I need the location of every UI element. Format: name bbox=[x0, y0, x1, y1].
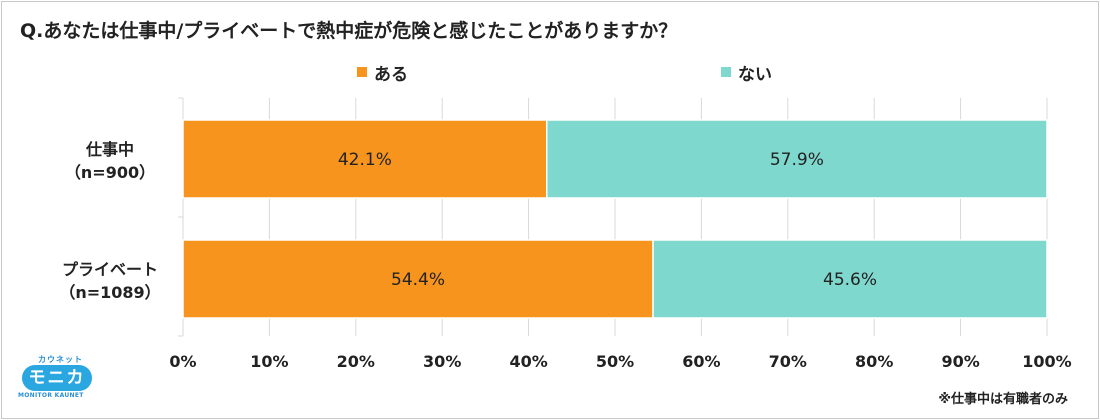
x-tick-label: 0% bbox=[169, 352, 196, 371]
bar-segment bbox=[182, 239, 654, 319]
x-tick-label: 10% bbox=[250, 352, 288, 371]
legend-label-nai: ない bbox=[738, 64, 772, 85]
legend-swatch-nai bbox=[721, 67, 731, 77]
data-label: 54.4% bbox=[391, 270, 445, 290]
chart-title: Q.あなたは仕事中/プライベートで熱中症が危険と感じたことがありますか？ bbox=[20, 20, 678, 42]
category-label: 仕事中 bbox=[85, 140, 134, 159]
x-tick-label: 30% bbox=[423, 352, 461, 371]
data-label: 57.9% bbox=[770, 150, 824, 170]
legend-item-nai: ない bbox=[721, 60, 772, 85]
logo-bottom-text: MONITOR KAUNET bbox=[18, 392, 84, 399]
x-tick-label: 90% bbox=[941, 352, 979, 371]
bar-segment bbox=[652, 239, 1048, 319]
category-label: プライベート bbox=[62, 260, 158, 279]
x-tick-label: 50% bbox=[596, 352, 634, 371]
category-n-label: （n=1089） bbox=[59, 283, 160, 302]
x-tick-label: 60% bbox=[682, 352, 720, 371]
x-tick-label: 70% bbox=[769, 352, 807, 371]
bar-segment bbox=[545, 119, 1048, 199]
data-label: 42.1% bbox=[338, 150, 392, 170]
legend-label-aru: ある bbox=[374, 64, 408, 85]
x-tick-label: 20% bbox=[337, 352, 375, 371]
footnote: ※仕事中は有職者のみ bbox=[938, 392, 1068, 407]
data-label: 45.6% bbox=[823, 270, 877, 290]
logo-badge: モニカ bbox=[22, 365, 92, 391]
x-tick-label: 80% bbox=[855, 352, 893, 371]
bar-segment bbox=[182, 119, 548, 199]
legend-swatch-aru bbox=[357, 67, 367, 77]
x-tick-label: 100% bbox=[1022, 352, 1071, 371]
x-tick-label: 40% bbox=[509, 352, 547, 371]
category-n-label: （n=900） bbox=[65, 163, 155, 182]
monica-logo: カウネット モニカ MONITOR KAUNET bbox=[16, 354, 100, 402]
logo-top-text: カウネット bbox=[38, 355, 83, 364]
legend-item-aru: ある bbox=[357, 60, 408, 85]
